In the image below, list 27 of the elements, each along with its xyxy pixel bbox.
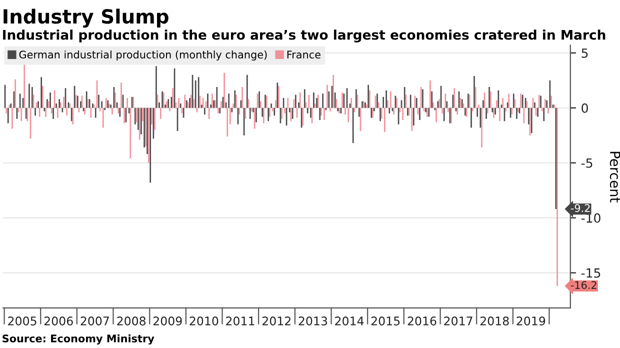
annotation: -16.2: [570, 281, 596, 290]
y-tick-label: -15: [581, 268, 600, 278]
annotation: -9.2: [570, 204, 590, 212]
y-tick-label: -5: [581, 158, 592, 168]
x-tick-label: 2016: [408, 316, 436, 326]
y-tick-label: 5: [582, 48, 588, 58]
legend-label: France: [287, 50, 320, 59]
x-tick-label: 2014: [335, 316, 364, 326]
x-tick-label: 2013: [298, 316, 328, 326]
x-tick-label: 2018: [480, 316, 509, 326]
x-tick-label: 2006: [44, 316, 73, 326]
y-tick-label: 0: [582, 103, 588, 113]
legend-label: German industrial production (monthly change): [19, 50, 267, 61]
x-tick-label: 2015: [371, 316, 400, 326]
x-tick-label: 2009: [153, 316, 182, 326]
y-axis-title: Percent: [610, 152, 620, 202]
x-tick-label: 2019: [516, 316, 546, 326]
x-tick-label: 2005: [8, 316, 36, 326]
x-tick-label: 2017: [444, 316, 472, 326]
x-tick-label: 2008: [117, 316, 146, 326]
x-tick-label: 2012: [262, 316, 290, 326]
x-tick-label: 2010: [190, 316, 218, 326]
x-tick-label: 2007: [80, 316, 109, 326]
source-note: Source: Economy Ministry: [2, 334, 154, 345]
chart-title: Industry Slump: [4, 8, 168, 28]
x-tick-label: 2011: [226, 316, 254, 326]
chart-subtitle: Industrial production in the euro area’s two largest economies cratered in March: [3, 30, 606, 42]
